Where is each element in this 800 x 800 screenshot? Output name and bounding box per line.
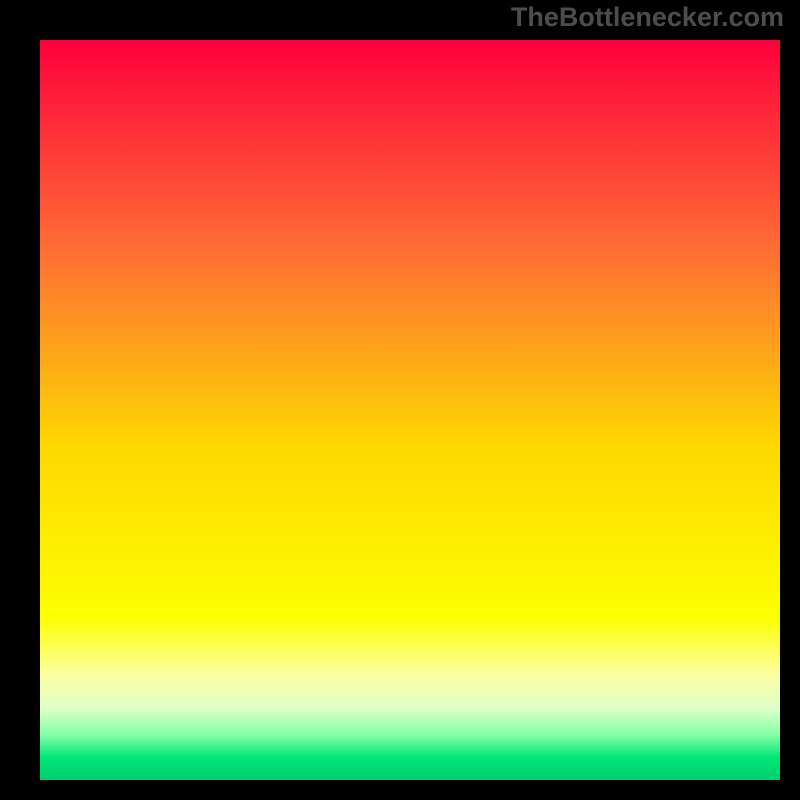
figure-root: TheBottlenecker.com [0, 0, 800, 800]
plot-area [40, 40, 780, 780]
watermark-text: TheBottlenecker.com [511, 2, 784, 33]
heatmap-gradient-background [40, 40, 780, 780]
